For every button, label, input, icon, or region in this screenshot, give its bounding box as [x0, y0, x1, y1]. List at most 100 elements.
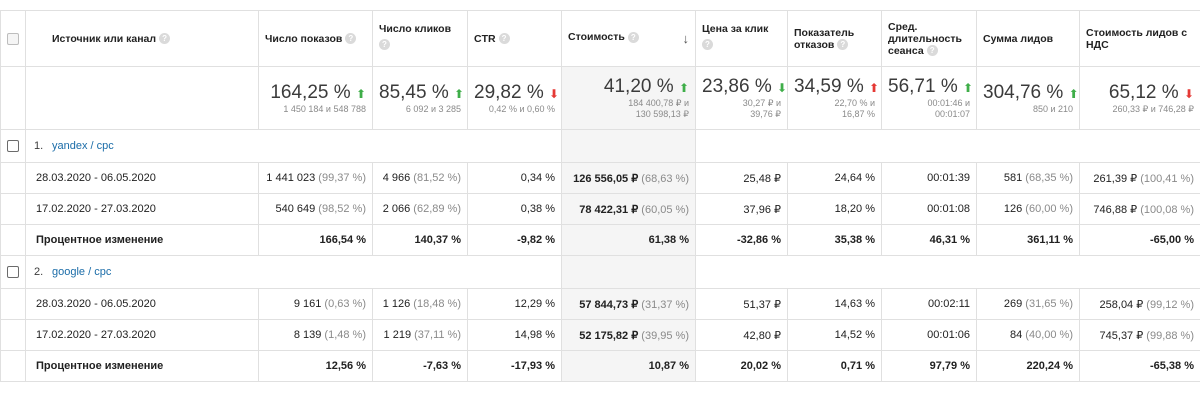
- cell-impressions: 9 161 (0,63 %): [258, 288, 373, 320]
- change-lead-cost: -65,00 %: [1079, 224, 1200, 256]
- cell-bounce: 18,20 %: [787, 193, 882, 225]
- group-checkbox-cell: [0, 255, 26, 289]
- help-icon[interactable]: ?: [837, 39, 849, 51]
- change-clicks: -7,63 %: [372, 350, 468, 382]
- col-header-session[interactable]: Сред. длительность сеанса?: [881, 10, 977, 67]
- cell-session: 00:01:08: [881, 193, 977, 225]
- cell-clicks-value: 4 966: [382, 172, 411, 184]
- col-header-clicks[interactable]: Число кликов?: [372, 10, 468, 67]
- cell-leads-share: (31,65 %): [1025, 298, 1073, 310]
- group-number: 2.: [34, 266, 44, 278]
- cell-bounce: 14,52 %: [787, 319, 882, 351]
- col-header-cost[interactable]: Стоимость? ↓: [561, 10, 696, 67]
- col-header-ctr[interactable]: CTR?: [467, 10, 562, 67]
- help-icon[interactable]: ?: [159, 33, 171, 45]
- cell-cost-value: 52 175,82 ₽: [579, 329, 639, 342]
- col-header-bounce[interactable]: Показатель отказов?: [787, 10, 882, 67]
- row-checkbox[interactable]: [7, 266, 19, 279]
- summary-lead-cost-value: 65,12 %: [1108, 81, 1179, 103]
- cell-cost-value: 57 844,73 ₽: [579, 298, 639, 311]
- group-source-link[interactable]: yandex / cpc: [52, 140, 114, 152]
- sort-desc-icon[interactable]: ↓: [682, 31, 690, 46]
- col-header-source[interactable]: Источник или канал?: [25, 10, 259, 67]
- cell-clicks-share: (62,89 %): [413, 203, 461, 215]
- cell-impressions-share: (0,63 %): [324, 298, 366, 310]
- cell-impressions-value: 1 441 023: [266, 172, 316, 184]
- arrow-up-icon: ⬆: [963, 81, 974, 95]
- summary-ctr-compare: 0,42 % и 0,60 %: [488, 103, 555, 114]
- cell-cpc: 25,48 ₽: [695, 162, 788, 194]
- help-icon[interactable]: ?: [926, 45, 938, 57]
- summary-cpc-compare-a: 30,27 ₽ и: [742, 98, 781, 108]
- summary-session-compare-a: 00:01:46 и: [927, 98, 970, 108]
- col-header-leads[interactable]: Сумма лидов: [976, 10, 1080, 67]
- summary-cost-compare-b: 130 598,13 ₽: [635, 109, 689, 119]
- help-icon[interactable]: ?: [702, 39, 713, 50]
- group-cost-cell: [561, 255, 696, 289]
- summary-ctr: 29,82 % ⬇ 0,42 % и 0,60 %: [467, 66, 562, 130]
- row-date-range: 17.02.2020 - 27.03.2020: [25, 193, 259, 225]
- col-header-cpc[interactable]: Цена за клик?: [695, 10, 788, 67]
- group-source-link[interactable]: google / cpc: [52, 266, 112, 278]
- cell-clicks-value: 2 066: [382, 203, 411, 215]
- summary-label-cell: [25, 66, 259, 130]
- cell-lead-cost-share: (100,41 %): [1140, 172, 1194, 185]
- change-ctr: -9,82 %: [467, 224, 562, 256]
- cell-clicks: 4 966 (81,52 %): [372, 162, 468, 194]
- col-header-bounce-label: Показатель отказов: [794, 26, 855, 51]
- cell-clicks-value: 1 126: [382, 298, 411, 310]
- summary-cost-compare-a: 184 400,78 ₽ и: [628, 98, 689, 108]
- group-title-cell: 1. yandex / cpc: [25, 129, 562, 163]
- col-header-clicks-label: Число кликов: [379, 23, 452, 35]
- cell-ctr: 0,38 %: [467, 193, 562, 225]
- row-checkbox[interactable]: [7, 140, 19, 153]
- table-row: 28.03.2020 - 06.05.2020 1 441 023 (99,37…: [0, 162, 1200, 194]
- summary-lead-cost-compare: 260,33 ₽ и 746,28 ₽: [1112, 103, 1194, 114]
- arrow-up-icon: ⬆: [869, 81, 880, 95]
- arrow-up-icon: ⬆: [454, 86, 465, 101]
- cell-session: 00:01:06: [881, 319, 977, 351]
- change-label: Процентное изменение: [25, 350, 259, 382]
- cell-clicks-share: (18,48 %): [413, 298, 461, 310]
- help-icon[interactable]: ?: [345, 33, 357, 45]
- change-label: Процентное изменение: [25, 224, 259, 256]
- row-date-range: 28.03.2020 - 06.05.2020: [25, 162, 259, 194]
- col-header-cost-label: Стоимость: [568, 31, 625, 43]
- change-cpc: -32,86 %: [695, 224, 788, 256]
- row-date-range: 17.02.2020 - 27.03.2020: [25, 319, 259, 351]
- cell-cost-share: (39,95 %): [641, 329, 689, 342]
- cell-lead-cost: 261,39 ₽ (100,41 %): [1079, 162, 1200, 194]
- summary-ctr-value: 29,82 %: [474, 81, 544, 103]
- cell-ctr: 0,34 %: [467, 162, 562, 194]
- select-all-checkbox[interactable]: [7, 32, 19, 45]
- row-spacer: [0, 319, 26, 351]
- summary-leads-compare: 850 и 210: [1032, 103, 1073, 114]
- summary-cpc-value: 23,86 %: [702, 76, 772, 97]
- cell-session: 00:01:39: [881, 162, 977, 194]
- table-row: 17.02.2020 - 27.03.2020 540 649 (98,52 %…: [0, 193, 1200, 225]
- cell-clicks: 1 219 (37,11 %): [372, 319, 468, 351]
- cell-cost-share: (31,37 %): [641, 298, 689, 311]
- cell-ctr: 14,98 %: [467, 319, 562, 351]
- cell-lead-cost-share: (100,08 %): [1140, 203, 1194, 216]
- cell-lead-cost-value: 745,37 ₽: [1099, 329, 1144, 342]
- summary-session-value: 56,71 %: [888, 76, 958, 97]
- change-cost: 10,87 %: [561, 350, 696, 382]
- cell-leads-share: (60,00 %): [1025, 203, 1073, 215]
- header-row: Источник или канал? Число показов? Число…: [0, 10, 1200, 67]
- help-icon[interactable]: ?: [627, 31, 639, 43]
- cell-cpc: 42,80 ₽: [695, 319, 788, 351]
- summary-impressions-compare: 1 450 184 и 548 788: [283, 103, 366, 114]
- cell-impressions-share: (99,37 %): [318, 172, 366, 184]
- summary-leads-value: 304,76 %: [983, 81, 1064, 103]
- cell-lead-cost-value: 258,04 ₽: [1099, 298, 1144, 311]
- col-header-impressions[interactable]: Число показов?: [258, 10, 373, 67]
- help-icon[interactable]: ?: [379, 39, 390, 50]
- change-session: 46,31 %: [881, 224, 977, 256]
- help-icon[interactable]: ?: [498, 33, 510, 45]
- cell-bounce: 24,64 %: [787, 162, 882, 194]
- change-lead-cost: -65,38 %: [1079, 350, 1200, 382]
- col-header-lead-cost[interactable]: Стоимость лидов с НДС: [1079, 10, 1200, 67]
- cell-leads: 84 (40,00 %): [976, 319, 1080, 351]
- col-header-session-label: Сред. длительность сеанса: [888, 20, 962, 57]
